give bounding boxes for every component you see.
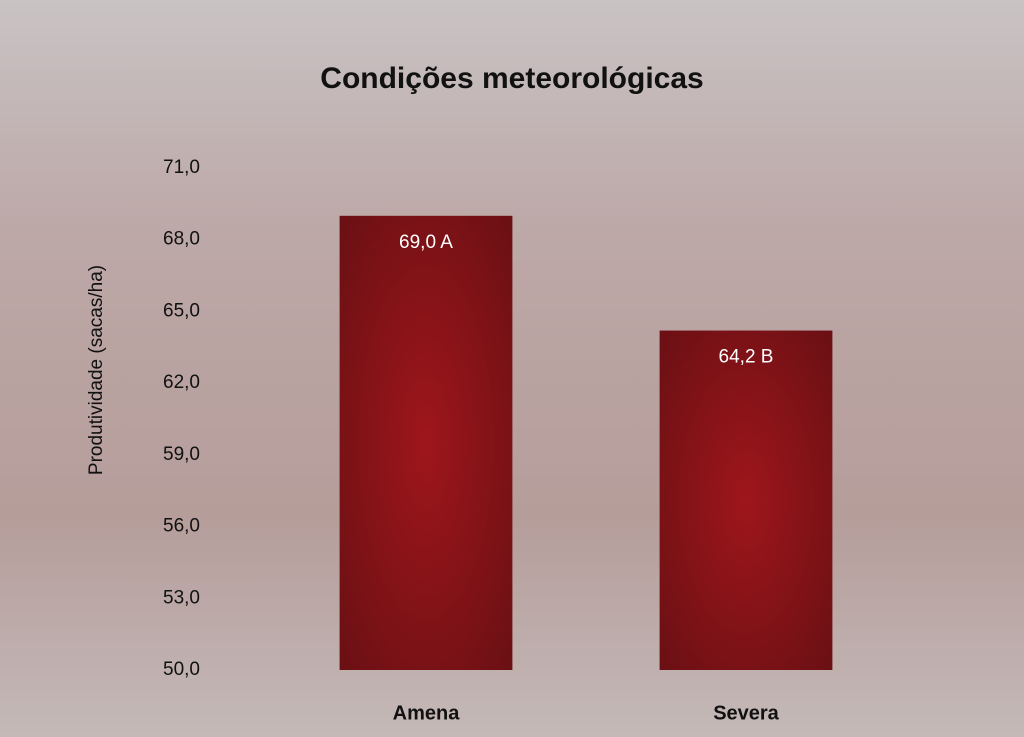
value-label: 69,0 A [399, 232, 453, 253]
y-tick-label: 71,0 [163, 157, 200, 178]
x-tick-label: Amena [393, 702, 461, 724]
bar [339, 215, 513, 671]
value-label: 64,2 B [719, 347, 774, 368]
y-axis-label: Produtividade (sacas/ha) [86, 265, 107, 475]
y-tick-label: 56,0 [163, 516, 200, 537]
y-tick-label: 62,0 [163, 372, 200, 393]
y-tick-label: 50,0 [163, 659, 200, 680]
y-tick-label: 68,0 [163, 229, 200, 250]
y-tick-label: 65,0 [163, 300, 200, 321]
y-tick-label: 53,0 [163, 587, 200, 608]
chart-title: Condições meteorológicas [320, 62, 703, 95]
y-tick-label: 59,0 [163, 444, 200, 465]
x-tick-label: Severa [713, 702, 779, 724]
bar [659, 330, 833, 670]
